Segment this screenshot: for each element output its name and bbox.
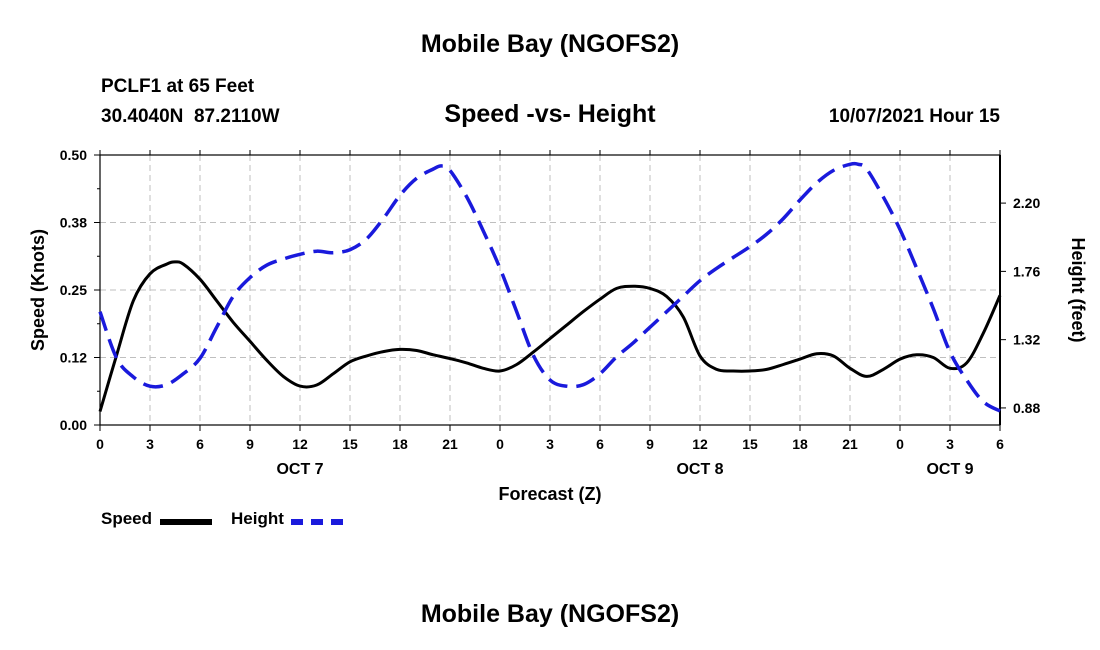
height-series-line (98, 161, 1001, 413)
y-left-axis-title: Speed (Knots) (28, 229, 48, 351)
x-tick-label: 18 (392, 436, 408, 452)
x-tick-label: 9 (646, 436, 654, 452)
y-right-tick-label: 1.76 (1013, 263, 1040, 279)
footer-title: Mobile Bay (NGOFS2) (420, 600, 680, 628)
x-tick-label: 0 (496, 436, 504, 452)
x-tick-label: 3 (946, 436, 954, 452)
x-tick-label: 18 (792, 436, 808, 452)
x-axis-title: Forecast (Z) (498, 484, 601, 504)
legend-height-swatch (291, 519, 343, 525)
chart-title: Mobile Bay (NGOFS2) (420, 30, 680, 58)
chart-subtitle: Speed -vs- Height (444, 100, 656, 128)
x-tick-label: 0 (96, 436, 104, 452)
x-tick-label: 6 (596, 436, 604, 452)
x-tick-label: 3 (546, 436, 554, 452)
x-tick-label: 0 (896, 436, 904, 452)
x-tick-label: 21 (842, 436, 858, 452)
speed-series-line (98, 260, 1002, 412)
coordinates-label: 30.4040N 87.2110W (101, 106, 280, 127)
legend-speed-swatch (160, 519, 212, 525)
x-day-label: OCT 9 (926, 461, 973, 478)
x-tick-label: 12 (692, 436, 708, 452)
y-left-tick-label: 0.25 (60, 282, 87, 298)
x-tick-label: 15 (742, 436, 758, 452)
y-right-tick-label: 2.20 (1013, 195, 1040, 211)
y-right-tick-label: 1.32 (1013, 332, 1040, 348)
y-left-tick-label: 0.12 (60, 350, 87, 366)
x-day-label: OCT 7 (276, 461, 323, 478)
station-label: PCLF1 at 65 Feet (101, 76, 255, 97)
x-tick-label: 9 (246, 436, 254, 452)
y-right-tick-label: 0.88 (1013, 400, 1040, 416)
y-left-tick-label: 0.38 (60, 215, 87, 231)
x-tick-label: 3 (146, 436, 154, 452)
x-tick-label: 6 (996, 436, 1004, 452)
x-day-label: OCT 8 (676, 461, 723, 478)
legend-speed-label: Speed (101, 509, 153, 528)
x-tick-label: 6 (196, 436, 204, 452)
y-left-tick-label: 0.50 (60, 147, 87, 163)
y-right-axis-title: Height (feet) (1068, 238, 1088, 343)
x-tick-label: 15 (342, 436, 358, 452)
forecast-datetime: 10/07/2021 Hour 15 (828, 106, 1000, 127)
x-tick-label: 12 (292, 436, 308, 452)
y-left-tick-label: 0.00 (60, 417, 87, 433)
legend-height-label: Height (231, 509, 284, 528)
x-tick-label: 21 (442, 436, 458, 452)
